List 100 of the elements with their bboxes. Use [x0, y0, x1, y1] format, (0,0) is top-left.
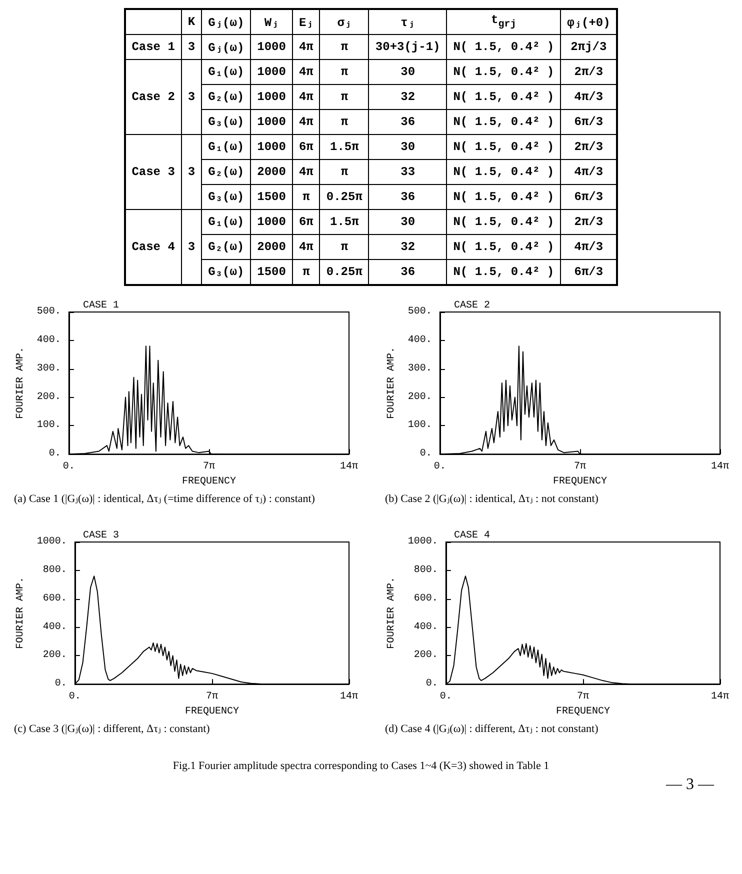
- text: (c) Case 3 (|Gⱼ(ω)| : different, Δτⱼ : constant): [14, 723, 210, 735]
- text: π: [340, 240, 348, 254]
- text: π: [340, 90, 348, 104]
- y-tick-label: 200.: [408, 392, 432, 403]
- text: 1000: [257, 140, 286, 154]
- category-label: σⱼ: [337, 16, 352, 30]
- text: (a) Case 1 (|Gⱼ(ω)| : identical, Δτⱼ (=time difference of τⱼ) : constant): [14, 493, 315, 505]
- text: 2π/3: [574, 140, 604, 154]
- y-tick-label: 800.: [42, 564, 67, 576]
- text: 1000: [257, 90, 286, 104]
- category-label: K: [188, 15, 196, 29]
- y-tick-label: 200.: [414, 650, 438, 662]
- text: 6π/3: [574, 265, 604, 279]
- y-axis-title: FOURIER AMP.: [386, 347, 398, 420]
- text: G₂(ω): [208, 240, 244, 254]
- text: 3: [188, 240, 196, 254]
- text: π: [302, 265, 310, 279]
- text: N( 1.5, 0.4² ): [453, 140, 554, 154]
- text: 1000: [257, 65, 286, 79]
- y-tick-label: 200.: [36, 392, 61, 403]
- x-tick-label: 7π: [576, 692, 589, 703]
- text: 1500: [257, 190, 286, 204]
- text: 1000: [257, 115, 286, 129]
- text: 0.25π: [326, 265, 362, 279]
- y-tick-label: 100.: [408, 420, 432, 432]
- text: 1000: [257, 40, 286, 54]
- x-tick-label: 14π: [710, 692, 730, 703]
- category-label: Wⱼ: [264, 16, 279, 30]
- text: π: [340, 65, 348, 79]
- y-tick-label: 500.: [408, 306, 432, 318]
- text: (d) Case 4 (|Gⱼ(ω)| : different, Δτⱼ : not constant): [385, 723, 598, 735]
- text: π: [340, 40, 348, 54]
- x-tick-label: 0.: [62, 462, 75, 473]
- y-tick-label: 400.: [408, 334, 432, 346]
- text: 4π: [298, 115, 314, 129]
- text: — 3 —: [666, 776, 714, 793]
- text: (b) Case 2 (|Gⱼ(ω)| : identical, Δτⱼ : not constant): [385, 493, 598, 505]
- text: N( 1.5, 0.4² ): [453, 165, 554, 179]
- text: π: [340, 115, 348, 129]
- y-tick-label: 100.: [36, 420, 61, 432]
- text: Case 4: [132, 240, 175, 254]
- text: Gⱼ(ω): [208, 40, 244, 54]
- text: G₃(ω): [208, 115, 244, 129]
- text: 4π/3: [574, 165, 604, 179]
- text: 33: [400, 165, 416, 179]
- text: G₂(ω): [208, 90, 244, 104]
- text: 3: [188, 40, 196, 54]
- x-tick-label: 0.: [440, 692, 452, 703]
- chart-title: CASE 2: [454, 300, 490, 312]
- x-axis-title: FREQUENCY: [184, 706, 239, 718]
- x-tick-label: 14π: [340, 692, 358, 703]
- text: G₂(ω): [208, 165, 244, 179]
- text: 4π: [298, 90, 314, 104]
- text: 4π: [298, 240, 314, 254]
- text: 6π/3: [574, 190, 604, 204]
- x-tick-label: 7π: [202, 462, 215, 473]
- chart-title: CASE 1: [83, 300, 120, 312]
- chart-title: CASE 3: [83, 530, 120, 542]
- text: 1000: [257, 215, 286, 229]
- text: 30: [400, 215, 416, 229]
- y-tick-label: 0.: [48, 448, 61, 460]
- text: N( 1.5, 0.4² ): [453, 265, 554, 279]
- text: 6π/3: [574, 115, 604, 129]
- chart-title: CASE 4: [454, 530, 490, 542]
- text: 2000: [257, 240, 286, 254]
- text: 6π: [298, 215, 314, 229]
- text: 2π/3: [574, 215, 604, 229]
- y-tick-label: 0.: [426, 678, 438, 690]
- text: 2πj/3: [570, 40, 607, 54]
- text: 32: [400, 90, 416, 104]
- text: π: [302, 190, 310, 204]
- y-tick-label: 400.: [414, 622, 438, 633]
- text: 4π/3: [574, 240, 604, 254]
- text: 30+3(j-1): [375, 40, 440, 54]
- x-tick-label: 0.: [68, 692, 81, 703]
- text: G₁(ω): [208, 65, 244, 79]
- text: N( 1.5, 0.4² ): [453, 90, 554, 104]
- y-tick-label: 0.: [54, 678, 67, 690]
- text: N( 1.5, 0.4² ): [453, 215, 554, 229]
- category-label: Gⱼ(ω): [208, 16, 244, 30]
- text: 30: [400, 140, 416, 154]
- text: 3: [188, 90, 196, 104]
- text: G₁(ω): [208, 140, 244, 154]
- text: π: [340, 165, 348, 179]
- text: 4π: [298, 40, 314, 54]
- text: 1.5π: [330, 140, 359, 154]
- category-label: t$_{grj}$: [491, 13, 516, 31]
- text: 2π/3: [574, 65, 604, 79]
- x-tick-label: 14π: [710, 462, 730, 473]
- x-tick-label: 0.: [434, 462, 446, 473]
- x-axis-title: FREQUENCY: [556, 706, 610, 718]
- y-tick-label: 1000.: [36, 536, 67, 548]
- x-axis-title: FREQUENCY: [552, 476, 607, 488]
- category-label: Eⱼ: [298, 16, 314, 30]
- text: 4π/3: [574, 90, 604, 104]
- caption: Fig.1 Fourier amplitude spectra corresponding to Cases 1~4 (K=3) showed in Table 1: [172, 760, 550, 772]
- y-axis-title: FOURIER AMP.: [16, 347, 26, 420]
- text: 0.25π: [326, 190, 362, 204]
- x-tick-label: 7π: [574, 462, 586, 473]
- y-tick-label: 300.: [408, 363, 432, 374]
